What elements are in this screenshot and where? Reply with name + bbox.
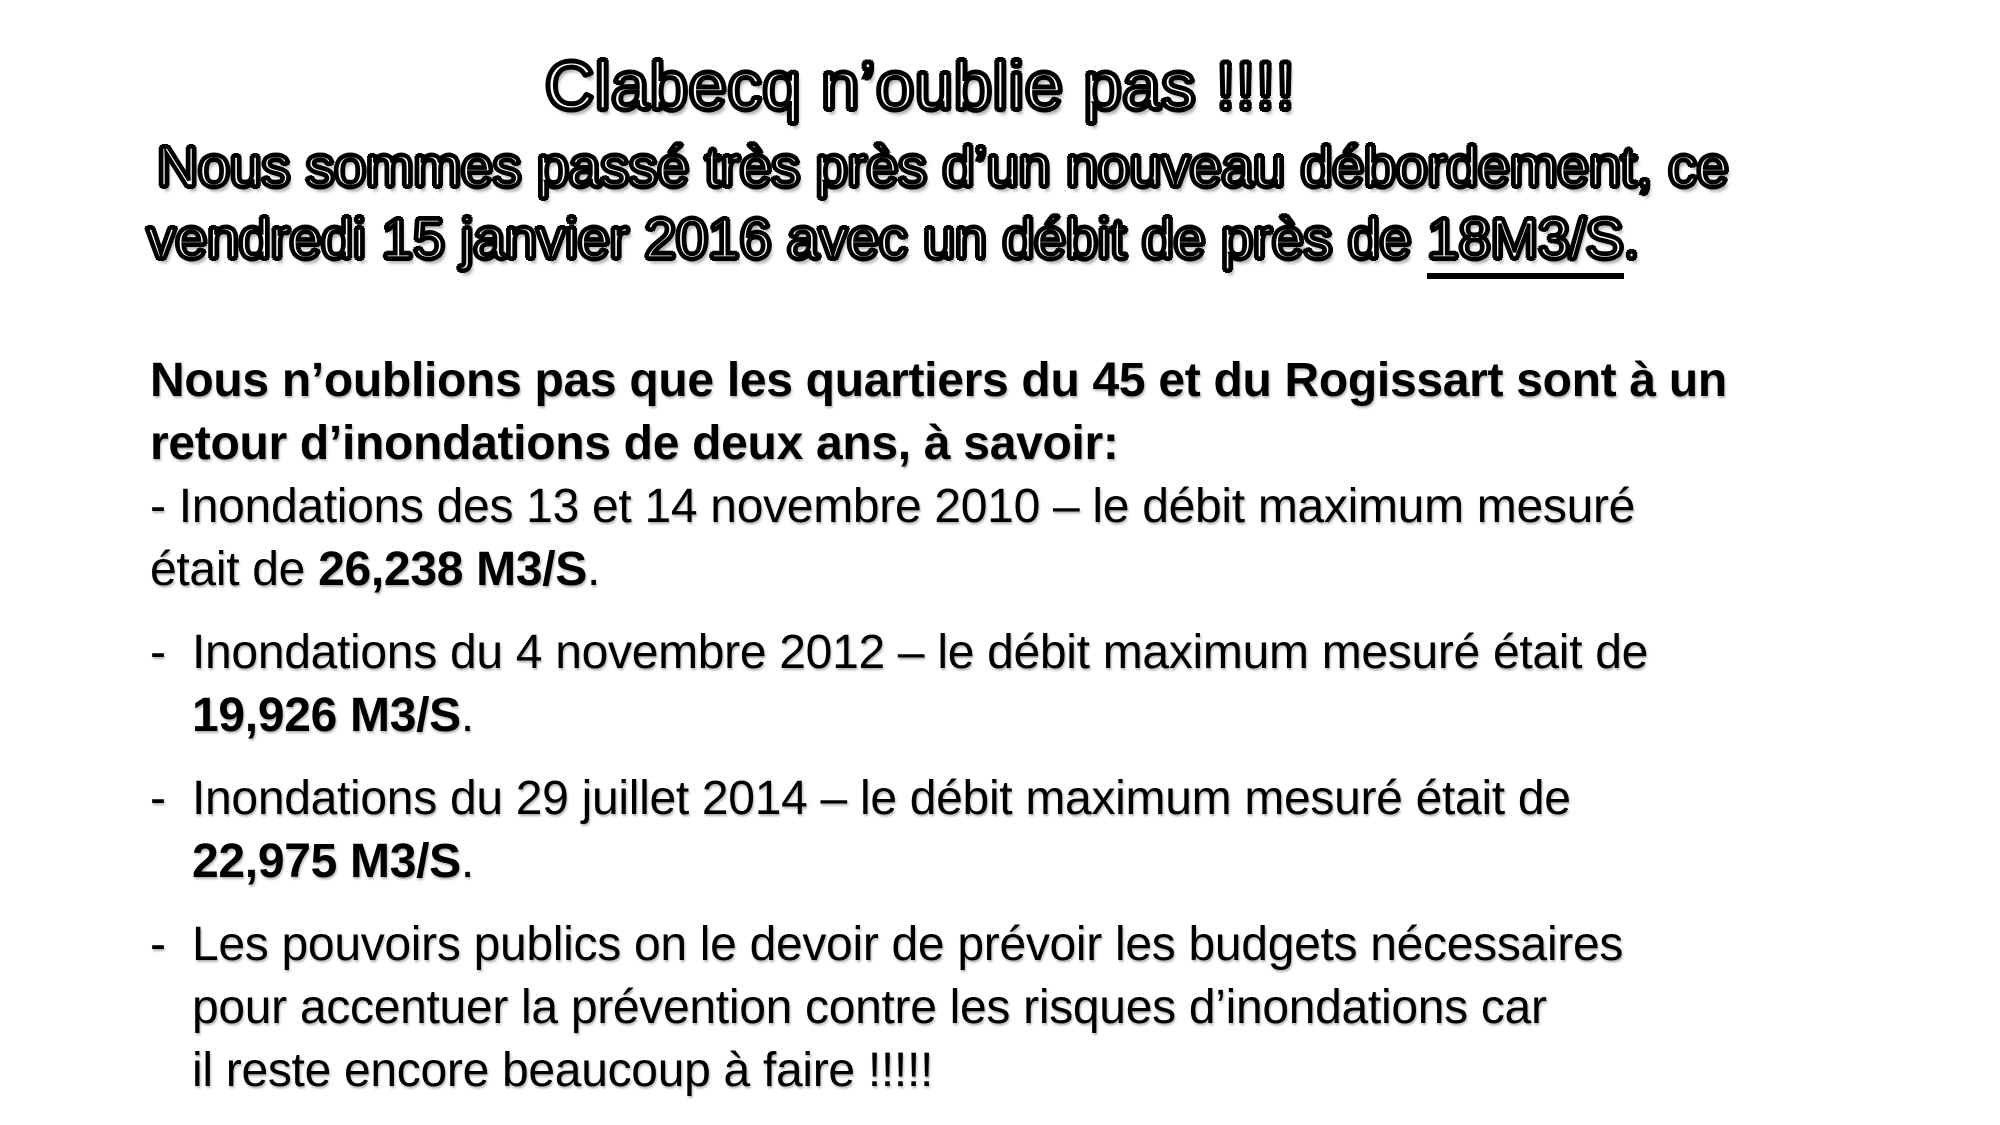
flood-2014-period: .: [460, 835, 474, 888]
flood-2010-prefix: était de: [150, 543, 319, 596]
header-line-2-text: vendredi 15 janvier 2016 avec un débit d…: [145, 207, 1428, 271]
body-text: Nous n’oublions pas que les quartiers du…: [150, 349, 1910, 1102]
intro-paragraph: Nous n’oublions pas que les quartiers du…: [150, 349, 1910, 601]
bullet-flood-2012: - Inondations du 4 novembre 2012 – le déb…: [150, 621, 1910, 747]
intro-line-2: retour d’inondations de deux ans, à savo…: [150, 417, 1119, 470]
flood-2010-line-1: - Inondations des 13 et 14 novembre 2010…: [150, 480, 1636, 533]
intro-line-1: Nous n’oublions pas que les quartiers du…: [150, 354, 1727, 407]
flow-rate-underlined: 18M3/S: [1425, 207, 1625, 279]
authorities-line-3: il reste encore beaucoup à faire !!!!!: [192, 1044, 934, 1097]
flood-2014-value: 22,975 M3/S: [192, 835, 461, 888]
bullet-flood-2014: - Inondations du 29 juillet 2014 – le déb…: [150, 767, 1910, 893]
flood-2014-line-1: Inondations du 29 juillet 2014 – le débi…: [192, 772, 1571, 825]
authorities-line-2: pour accentuer la prévention contre les …: [192, 981, 1547, 1034]
flood-2010-line-2: était de 26,238 M3/S.: [150, 538, 1910, 601]
flood-2012-line-1: Inondations du 4 novembre 2012 – le débi…: [192, 626, 1649, 679]
flood-2012-period: .: [460, 689, 474, 742]
flood-2010-value: 26,238 M3/S: [318, 543, 587, 596]
authorities-line-1: Les pouvoirs publics on le devoir de pré…: [192, 918, 1624, 971]
bullet-marker: -: [150, 772, 166, 825]
bullet-public-authorities: - Les pouvoirs publics on le devoir de pr…: [150, 913, 1910, 1102]
slide-title: Clabecq n’oublie pas !!!!: [543, 48, 1297, 124]
header-line-2-period: .: [1622, 207, 1641, 271]
flood-2010-period: .: [586, 543, 601, 596]
bullet-marker: -: [150, 626, 166, 679]
flood-2012-value: 19,926 M3/S: [192, 689, 461, 742]
header-line-2: vendredi 15 janvier 2016 avec un débit d…: [145, 207, 1641, 279]
bullet-marker: -: [150, 918, 166, 971]
header-line-1: Nous sommes passé très près d’un nouveau…: [155, 135, 1730, 199]
